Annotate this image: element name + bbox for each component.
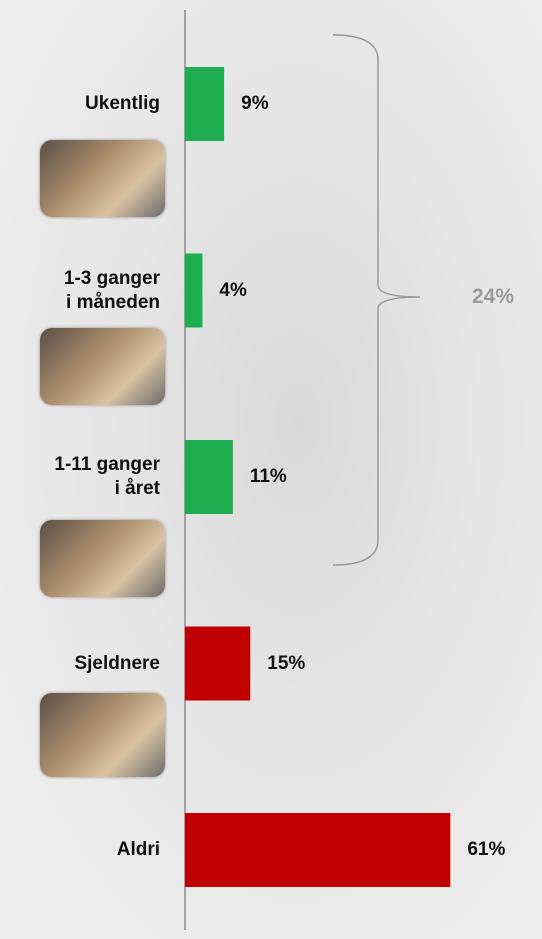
category-label: 1-3 ganger i måneden (0, 267, 160, 315)
bar (185, 440, 233, 514)
category-label: Ukentlig (0, 92, 160, 116)
photo (40, 140, 165, 217)
photo (40, 693, 165, 777)
value-label: 11% (250, 465, 287, 489)
value-label: 4% (219, 279, 246, 303)
photo (40, 328, 165, 405)
bar (185, 627, 250, 701)
value-label: 9% (241, 92, 268, 116)
bar (185, 67, 224, 141)
category-label: 1-11 ganger i året (0, 453, 160, 501)
bar (185, 254, 202, 328)
bracket (333, 35, 420, 565)
bar (185, 813, 450, 887)
infographic: 24% Ukentlig 9% 1-3 ganger i måneden 4% 1-11… (0, 0, 542, 939)
value-label: 15% (267, 652, 305, 676)
category-label: Sjeldnere (0, 652, 160, 676)
photo (40, 520, 165, 597)
bracket-label: 24% (472, 285, 514, 309)
category-label: Aldri (0, 838, 160, 862)
value-label: 61% (467, 838, 505, 862)
